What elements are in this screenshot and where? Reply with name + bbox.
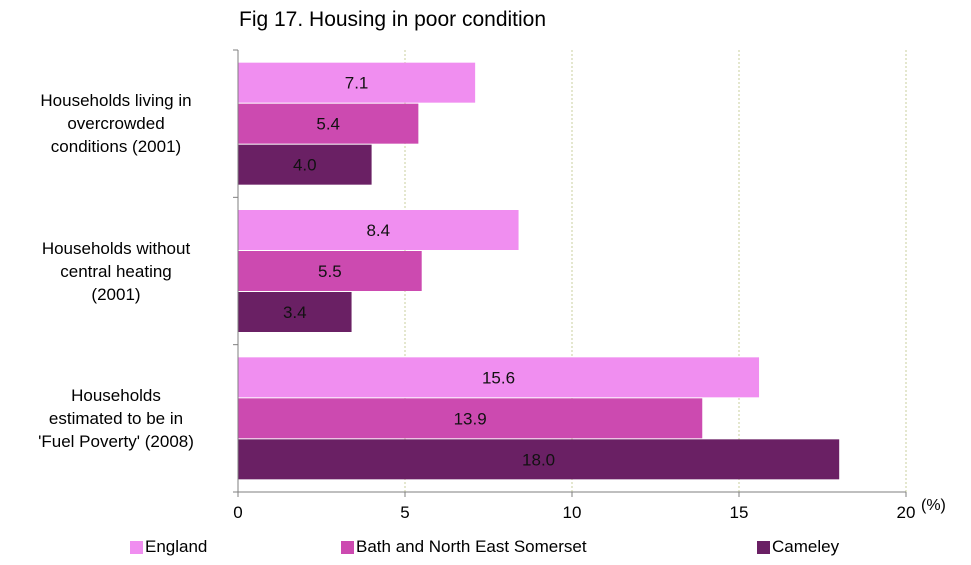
- legend-label: Cameley: [772, 537, 840, 556]
- bar-value-label: 7.1: [345, 74, 369, 93]
- category-label: Households living in overcrowded conditi…: [40, 91, 192, 157]
- bar-england-0: [238, 62, 476, 103]
- legend-swatch: [757, 540, 770, 554]
- bar-value-label: 4.0: [293, 156, 317, 175]
- bar-value-label: 5.5: [318, 262, 342, 281]
- bar-value-label: 18.0: [522, 450, 555, 469]
- bar-cameley-1: [238, 292, 352, 332]
- bar-value-label: 8.4: [366, 221, 390, 240]
- x-tick-label-20: 20: [897, 503, 916, 522]
- bar-england-1: [238, 210, 519, 250]
- bar-value-label: 15.6: [482, 368, 515, 387]
- bar-bath-and-north-east-somerset-2: [238, 398, 703, 439]
- category-label: Households without central heating (2001…: [41, 238, 191, 304]
- legend-label: Bath and North East Somerset: [356, 537, 587, 556]
- x-tick-label-0: 0: [233, 503, 242, 522]
- x-axis-unit-label: (%): [921, 497, 946, 514]
- legend-swatch: [130, 540, 143, 554]
- legend-item-england: England: [130, 537, 207, 557]
- legend-item-cameley: Cameley: [757, 537, 839, 557]
- bar-value-label: 3.4: [283, 303, 307, 322]
- bar-bath-and-north-east-somerset-1: [238, 251, 422, 291]
- bar-cameley-0: [238, 144, 372, 185]
- x-tick-label-10: 10: [563, 503, 582, 522]
- x-tick-label-15: 15: [730, 503, 749, 522]
- legend: England Bath and North East Somerset Camel…: [0, 537, 971, 561]
- x-tick-label-5: 5: [400, 503, 409, 522]
- legend-item-bath-and-north-east-somerset: Bath and North East Somerset: [341, 537, 587, 557]
- legend-label: England: [145, 537, 208, 556]
- bar-value-label: 5.4: [316, 115, 340, 134]
- legend-swatch: [341, 540, 354, 554]
- bar-bath-and-north-east-somerset-0: [238, 103, 419, 144]
- bar-value-label: 13.9: [454, 409, 487, 428]
- bar-cameley-2: [238, 439, 840, 480]
- bar-england-2: [238, 357, 760, 398]
- chart-title: Fig 17. Housing in poor condition: [239, 8, 547, 31]
- category-label: Households estimated to be in 'Fuel Pove…: [38, 385, 194, 451]
